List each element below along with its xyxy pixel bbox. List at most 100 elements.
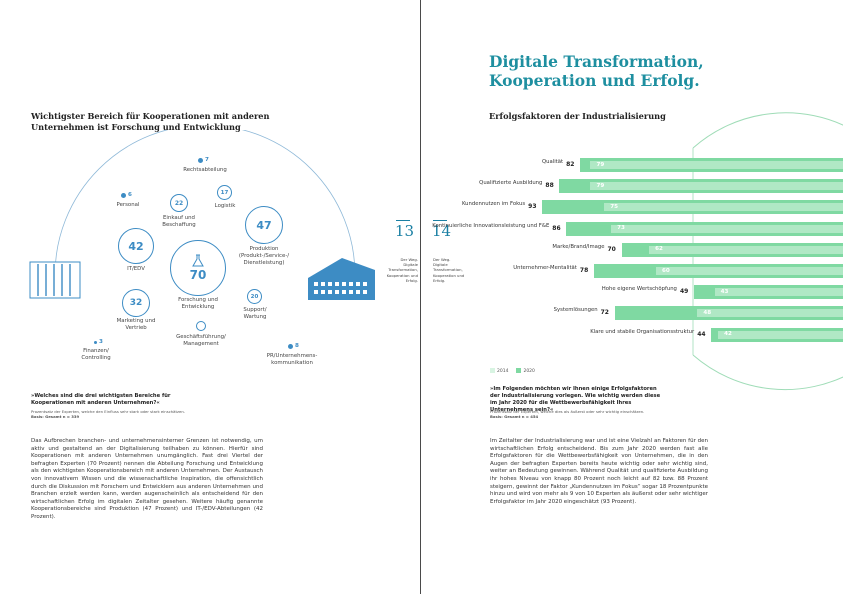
bar-value-2020: 86 — [552, 224, 561, 232]
legend-item-2014: 2014 — [490, 368, 508, 374]
label-personal: Personal — [116, 202, 140, 208]
arc-illustration — [29, 130, 375, 300]
bar-label: Hohe eigene Wertschöpfung — [601, 286, 677, 293]
bar-2014 — [611, 224, 843, 233]
building-right-icon — [308, 258, 375, 300]
dot-rechtsabteilung — [198, 158, 203, 163]
bar-value-2020: 70 — [607, 245, 616, 253]
bar-value-2014: 79 — [596, 161, 605, 168]
right-quote: »Im Folgenden möchten wir Ihnen einige E… — [490, 386, 661, 413]
right-body-text: Im Zeitalter der Industrialisierung war … — [490, 438, 708, 505]
right-note: Prozentsatz der Experten, welche dies al… — [490, 409, 645, 414]
left-quote: »Welches sind die drei wichtigsten Berei… — [31, 393, 171, 406]
value-pr: 8 — [295, 343, 299, 349]
legend-item-2020: 2020 — [516, 368, 535, 374]
value-rechtsabteilung: 7 — [205, 157, 209, 163]
bar-value-2014: 62 — [655, 246, 663, 253]
label-geschaeftsfuehrung: Geschäftsführung/ Management — [176, 334, 226, 347]
label-marketing: Marketing und Vertrieb — [116, 318, 156, 331]
bubble-einkauf: 22 — [170, 194, 188, 212]
bar-value-2014: 73 — [617, 225, 625, 232]
bar-value-2020: 72 — [600, 309, 609, 317]
dot-pr — [288, 344, 293, 349]
legend-swatch-2020 — [516, 368, 522, 373]
bar-2014 — [718, 330, 843, 339]
value-it-edv: 42 — [128, 239, 144, 253]
bar-label: Kontinuierliche Innovationsleistung und … — [432, 222, 550, 229]
bar-label: Marke/Brand/Image — [552, 243, 605, 250]
page-number-right: 14 — [432, 222, 452, 240]
flask-icon — [192, 254, 204, 267]
left-basis: Basis: Gesamt n = 339 — [31, 414, 80, 419]
chart-legend: 2014 2020 — [490, 368, 535, 374]
bubble-produktion: 47 — [245, 206, 283, 244]
bar-2014 — [590, 182, 843, 191]
bubble-marketing: 32 — [122, 289, 150, 317]
label-support: Support/ Wartung — [243, 307, 267, 320]
legend-swatch-2014 — [490, 368, 495, 373]
page-number-rule-right — [433, 220, 447, 222]
value-produktion: 47 — [256, 218, 272, 232]
bar-label: Unternehmer-Mentalität — [513, 265, 577, 271]
bar-value-2014: 42 — [724, 331, 732, 338]
bar-value-2014: 43 — [720, 288, 729, 295]
label-finanzen: Finanzen/ Controlling — [81, 348, 111, 361]
right-basis: Basis: Gesamt n = 454 — [490, 414, 539, 419]
bar-value-2020: 82 — [566, 161, 575, 168]
page-number-left: 13 — [395, 222, 415, 240]
side-note-right: Der Weg. Digitale Transformation, Kooper… — [433, 257, 465, 283]
bar-value-2020: 44 — [697, 330, 706, 338]
left-body-text: Das Aufbrechen branchen- und unternehmen… — [31, 438, 263, 520]
right-subtitle: Erfolgsfaktoren der Industrialisierung — [489, 111, 666, 121]
label-einkauf: Einkauf und Beschaffung — [162, 215, 196, 228]
right-page: 14 Der Weg. Digitale Transformation, Koo… — [421, 0, 843, 594]
bar-value-2014: 75 — [610, 203, 619, 210]
value-einkauf: 22 — [174, 199, 184, 207]
bar-label: Kundennutzen im Fokus — [461, 201, 526, 208]
bar-value-2014: 60 — [662, 267, 670, 274]
building-left-icon — [29, 261, 81, 299]
label-forschung: Forschung und Entwicklung — [178, 297, 218, 310]
bar-label: Qualifizierte Ausbildung — [479, 180, 543, 187]
bar-2014 — [697, 309, 843, 318]
bar-2014 — [590, 161, 843, 169]
value-support: 20 — [250, 293, 259, 300]
right-title: Digitale Transformation, Kooperation und… — [489, 52, 704, 90]
value-finanzen: 3 — [99, 339, 103, 345]
dot-finanzen — [94, 341, 97, 344]
left-note: Prozentsatz der Experten, welche den Ein… — [31, 409, 185, 414]
value-forschung: 70 — [189, 268, 207, 282]
label-pr: PR/Unternehmens-kommunikation — [266, 353, 318, 366]
label-rechtsabteilung: Rechtsabteilung — [183, 167, 227, 173]
left-title: Wichtigster Bereich für Kooperationen mi… — [31, 111, 270, 132]
legend-label-2020: 2020 — [523, 369, 535, 374]
left-page: Wichtigster Bereich für Kooperationen mi… — [0, 0, 421, 594]
bar-2014 — [649, 245, 843, 254]
bar-value-2020: 93 — [528, 203, 537, 211]
bar-value-2020: 49 — [679, 288, 689, 296]
label-it-edv: IT/EDV — [127, 266, 145, 272]
bubble-it-edv: 42 — [118, 228, 154, 264]
bar-label: Klare und stabile Organisationsstruktur — [590, 328, 695, 335]
bar-2014 — [656, 267, 843, 275]
bar-value-2014: 79 — [596, 182, 605, 189]
value-marketing: 32 — [129, 298, 143, 308]
bubble-support: 20 — [247, 289, 262, 304]
page-number-rule-left — [396, 220, 410, 222]
label-produktion: Produktion (Produkt-/Service-/ Dienstlei… — [238, 246, 290, 266]
bubble-geschaeftsfuehrung — [196, 321, 206, 331]
side-note-left: Der Weg. Digitale Transformation, Kooper… — [386, 257, 418, 283]
bar-value-2020: 88 — [545, 182, 554, 190]
value-personal: 6 — [128, 192, 132, 198]
bar-value-2020: 78 — [579, 267, 589, 274]
bubble-forschung: 70 — [170, 240, 226, 296]
bubble-logistik: 17 — [217, 185, 232, 200]
bar-label: Systemlösungen — [553, 307, 598, 314]
label-logistik: Logistik — [214, 203, 236, 209]
bar-value-2014: 48 — [703, 309, 712, 316]
legend-label-2014: 2014 — [497, 369, 509, 374]
bar-label: Qualität — [541, 159, 564, 165]
bar-2014 — [714, 288, 843, 297]
bar-2014 — [604, 203, 843, 212]
dot-personal — [121, 193, 126, 198]
